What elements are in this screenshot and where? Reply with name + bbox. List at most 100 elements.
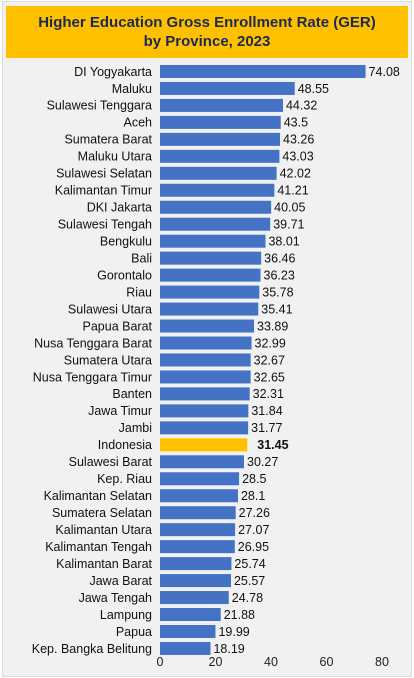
bar [160,557,232,571]
category-label: Sumatera Utara [64,353,152,367]
data-label: 30.27 [247,455,278,469]
data-label: 28.1 [241,489,265,503]
category-label: Kalimantan Barat [56,557,152,571]
chart-title-line2: by Province, 2023 [143,33,271,50]
data-label: 43.03 [282,150,313,164]
category-label: Bengkulu [100,234,152,248]
bar [160,625,216,638]
data-label: 44.32 [286,99,317,113]
data-label: 32.31 [253,387,284,401]
bar [160,387,250,401]
category-label: Kalimantan Selatan [44,489,152,503]
bar [160,421,249,435]
data-label: 21.88 [224,608,255,622]
category-label: Maluku Utara [78,150,152,164]
bar [160,251,262,265]
x-tick-label: 40 [264,655,278,669]
bar [160,506,236,520]
data-label: 41.21 [277,184,308,198]
category-label: Kep. Bangka Belitung [32,642,152,656]
bar [160,353,251,367]
category-label: Banten [112,387,152,401]
bar-highlight [160,438,248,452]
bar [160,608,221,622]
category-label: Maluku [112,82,152,96]
bar [160,200,272,214]
category-label: Bali [131,251,152,265]
category-label: Nusa Tenggara Timur [33,370,152,384]
data-label: 28.5 [242,472,266,486]
data-label: 32.99 [255,336,286,350]
data-label: 32.67 [254,353,285,367]
category-label: DKI Jakarta [87,201,152,215]
category-label: Sumatera Barat [64,133,152,147]
bar [160,302,259,316]
category-label: Gorontalo [97,268,152,282]
category-label: Riau [126,285,152,299]
data-label: 19.99 [218,625,249,639]
category-label: Jawa Barat [89,574,152,588]
category-label: Jawa Tengah [79,591,152,605]
category-label: DI Yogyakarta [74,65,152,79]
data-label: 24.78 [232,591,263,605]
data-label: 27.07 [238,523,269,537]
category-label: Indonesia [98,438,152,452]
category-label: Sulawesi Barat [69,455,153,469]
data-label: 31.84 [251,404,282,418]
bar [160,183,275,197]
category-label: Lampung [100,608,152,622]
bar [160,455,244,469]
data-label: 38.01 [268,234,299,248]
data-label: 35.41 [261,302,292,316]
bar [160,404,249,418]
category-label: Jawa Timur [88,404,152,418]
data-label: 25.57 [234,574,265,588]
category-label: Papua Barat [83,319,153,333]
bar [160,166,277,180]
bar [160,115,281,129]
category-label: Jambi [119,421,152,435]
category-label: Nusa Tenggara Barat [34,336,152,350]
bar [160,336,252,350]
data-label: 42.02 [280,167,311,181]
category-label: Kalimantan Timur [55,184,152,198]
category-label: Sulawesi Utara [68,302,152,316]
bar [160,217,271,231]
bar [160,370,251,384]
data-label: 43.5 [284,116,308,130]
category-label: Sulawesi Tenggara [47,99,152,113]
data-label: 25.74 [234,557,265,571]
category-label: Sulawesi Tengah [58,218,152,232]
bar [160,523,236,537]
bar [160,132,281,146]
bar [160,149,280,163]
category-label: Kep. Riau [97,472,152,486]
data-label: 18.19 [213,642,244,656]
bar [160,64,366,78]
bar [160,319,255,333]
data-label: 32.65 [254,370,285,384]
bar [160,234,266,248]
category-label: Sulawesi Selatan [56,167,152,181]
data-label: 74.08 [369,65,400,79]
x-tick-label: 20 [209,655,223,669]
data-label: 33.89 [257,319,288,333]
category-label: Papua [116,625,152,639]
bar [160,489,238,503]
data-label: 36.23 [264,268,295,282]
data-label: 36.46 [264,251,295,265]
bar [160,591,229,605]
data-label: 27.26 [239,506,270,520]
x-tick-label: 0 [157,655,164,669]
bar [160,81,295,95]
bar [160,98,283,112]
bar [160,641,211,655]
chart-title-banner: Higher Education Gross Enrollment Rate (… [6,6,408,58]
chart-title-line1: Higher Education Gross Enrollment Rate (… [38,14,376,31]
data-label: 35.78 [262,285,293,299]
category-label: Kalimantan Tengah [45,540,152,554]
x-tick-label: 60 [320,655,334,669]
x-tick-label: 80 [375,655,389,669]
bar [160,285,260,299]
category-label: Sumatera Selatan [52,506,152,520]
